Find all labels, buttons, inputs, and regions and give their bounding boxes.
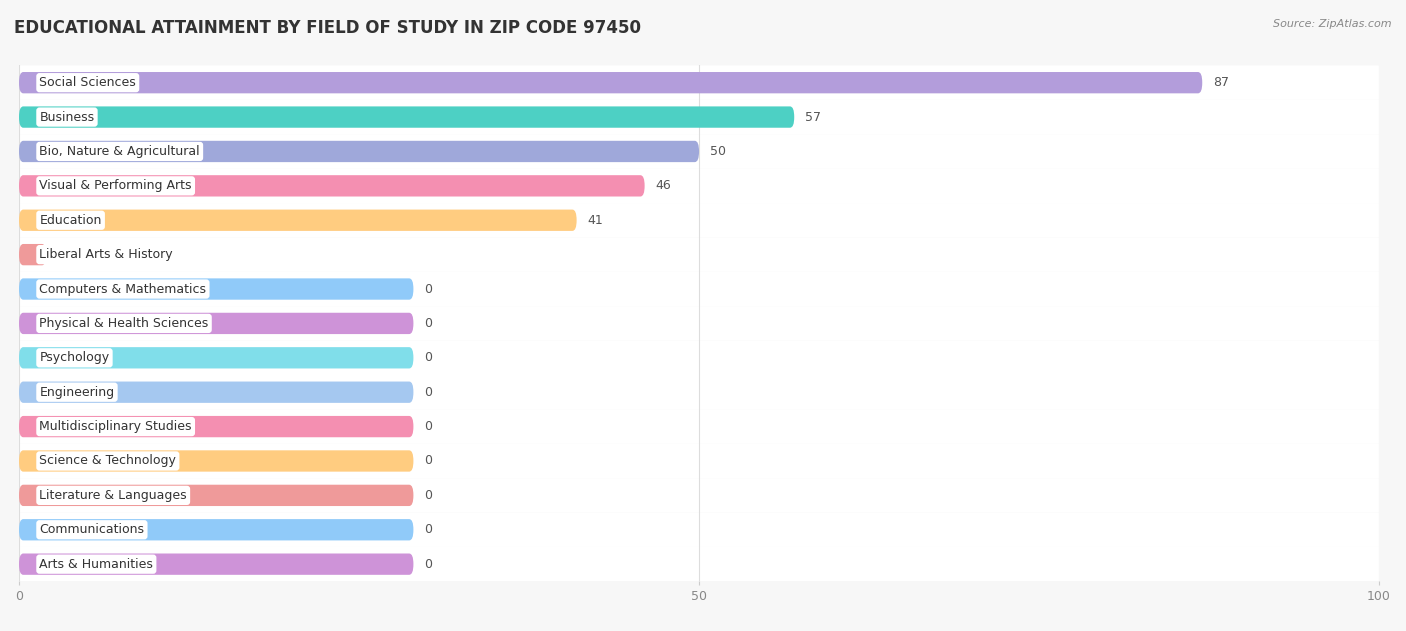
FancyBboxPatch shape (0, 444, 1406, 478)
Text: Arts & Humanities: Arts & Humanities (39, 558, 153, 570)
FancyBboxPatch shape (0, 134, 1406, 168)
FancyBboxPatch shape (20, 141, 699, 162)
Text: 87: 87 (1213, 76, 1229, 89)
Text: 57: 57 (806, 110, 821, 124)
Text: Computers & Mathematics: Computers & Mathematics (39, 283, 207, 295)
FancyBboxPatch shape (20, 485, 413, 506)
FancyBboxPatch shape (0, 237, 1406, 272)
Text: Social Sciences: Social Sciences (39, 76, 136, 89)
Text: Education: Education (39, 214, 101, 227)
FancyBboxPatch shape (20, 313, 413, 334)
Text: 0: 0 (425, 351, 432, 364)
Text: 0: 0 (425, 523, 432, 536)
FancyBboxPatch shape (20, 72, 1202, 93)
FancyBboxPatch shape (0, 168, 1406, 203)
Text: Business: Business (39, 110, 94, 124)
FancyBboxPatch shape (20, 347, 413, 369)
Text: 0: 0 (425, 454, 432, 468)
FancyBboxPatch shape (20, 244, 46, 265)
Text: Visual & Performing Arts: Visual & Performing Arts (39, 179, 191, 192)
Text: EDUCATIONAL ATTAINMENT BY FIELD OF STUDY IN ZIP CODE 97450: EDUCATIONAL ATTAINMENT BY FIELD OF STUDY… (14, 19, 641, 37)
Text: 0: 0 (425, 489, 432, 502)
Text: Engineering: Engineering (39, 386, 114, 399)
FancyBboxPatch shape (20, 553, 413, 575)
FancyBboxPatch shape (20, 209, 576, 231)
FancyBboxPatch shape (0, 203, 1406, 237)
FancyBboxPatch shape (0, 478, 1406, 512)
Text: Bio, Nature & Agricultural: Bio, Nature & Agricultural (39, 145, 200, 158)
Text: Literature & Languages: Literature & Languages (39, 489, 187, 502)
FancyBboxPatch shape (0, 66, 1406, 100)
Text: Psychology: Psychology (39, 351, 110, 364)
Text: 0: 0 (425, 558, 432, 570)
FancyBboxPatch shape (20, 278, 413, 300)
FancyBboxPatch shape (20, 451, 413, 471)
Text: 0: 0 (425, 317, 432, 330)
FancyBboxPatch shape (0, 341, 1406, 375)
FancyBboxPatch shape (20, 107, 794, 127)
Text: Communications: Communications (39, 523, 145, 536)
FancyBboxPatch shape (0, 547, 1406, 581)
FancyBboxPatch shape (0, 306, 1406, 341)
FancyBboxPatch shape (20, 519, 413, 540)
Text: 46: 46 (655, 179, 671, 192)
Text: 0: 0 (425, 283, 432, 295)
FancyBboxPatch shape (0, 272, 1406, 306)
Text: 2: 2 (58, 248, 65, 261)
FancyBboxPatch shape (0, 100, 1406, 134)
FancyBboxPatch shape (0, 375, 1406, 410)
FancyBboxPatch shape (20, 175, 644, 196)
FancyBboxPatch shape (0, 512, 1406, 547)
Text: Science & Technology: Science & Technology (39, 454, 176, 468)
Text: 50: 50 (710, 145, 725, 158)
Text: Physical & Health Sciences: Physical & Health Sciences (39, 317, 208, 330)
Text: 41: 41 (588, 214, 603, 227)
Text: Source: ZipAtlas.com: Source: ZipAtlas.com (1274, 19, 1392, 29)
Text: 0: 0 (425, 420, 432, 433)
Text: Multidisciplinary Studies: Multidisciplinary Studies (39, 420, 191, 433)
FancyBboxPatch shape (20, 382, 413, 403)
Text: 0: 0 (425, 386, 432, 399)
FancyBboxPatch shape (20, 416, 413, 437)
FancyBboxPatch shape (0, 410, 1406, 444)
Text: Liberal Arts & History: Liberal Arts & History (39, 248, 173, 261)
